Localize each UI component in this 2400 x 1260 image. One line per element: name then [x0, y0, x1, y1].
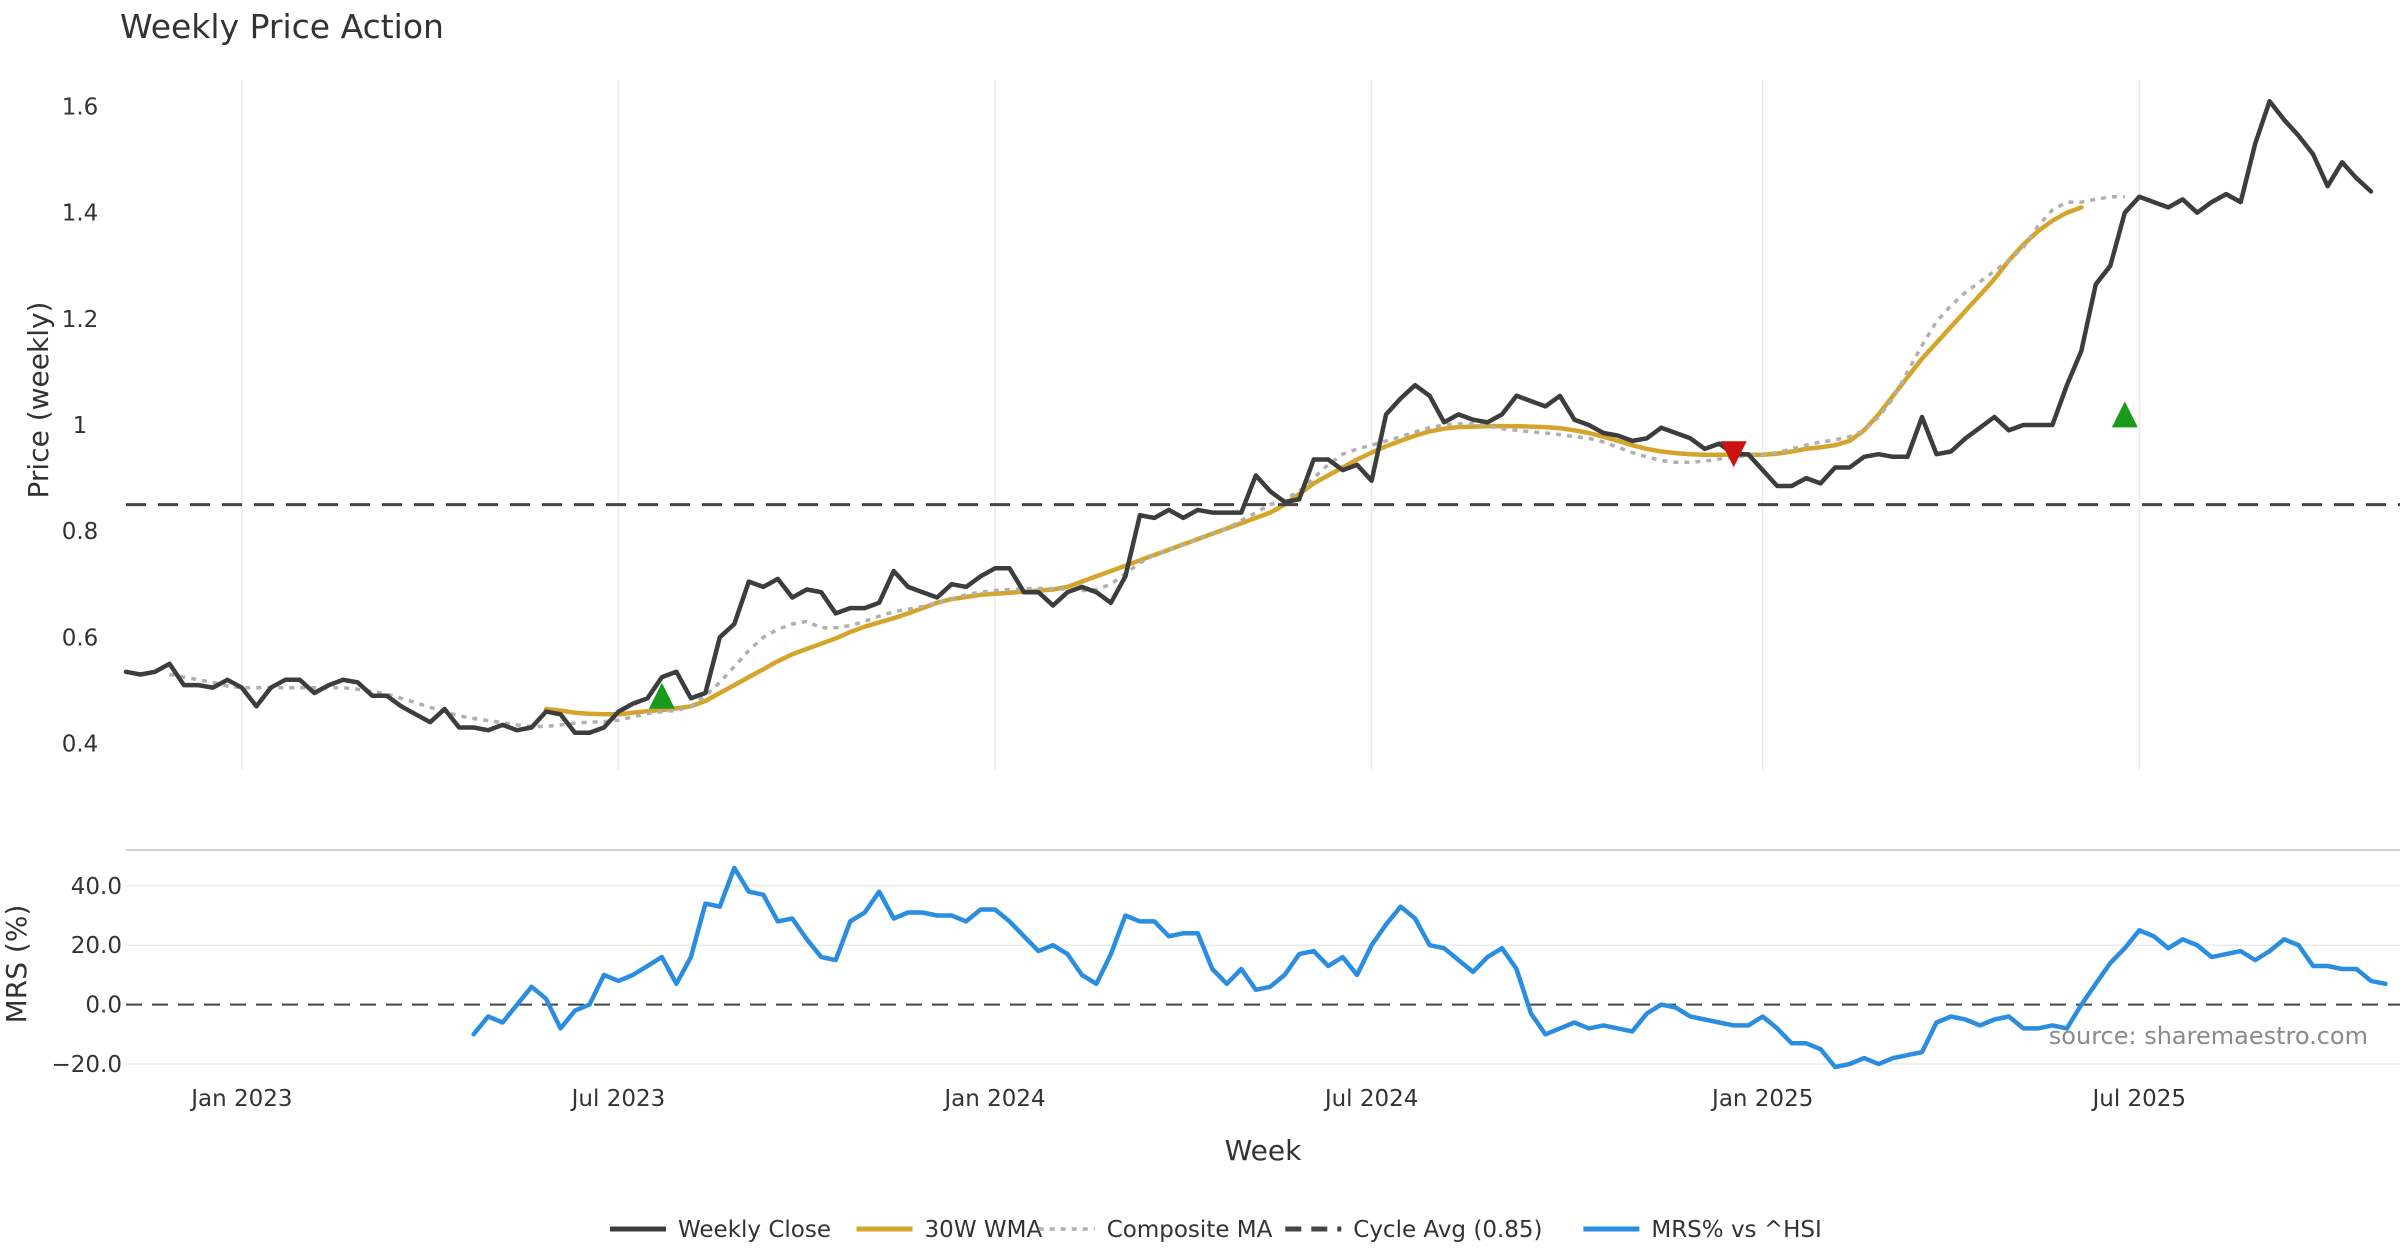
- price-y-tick-label: 1.4: [62, 201, 99, 227]
- x-axis-label: Week: [1225, 1134, 1302, 1167]
- chart-title: Weekly Price Action: [120, 7, 444, 46]
- mrs-y-ticks: −20.0 0.0 20.0 40.0: [52, 874, 122, 1078]
- x-axis-ticks: Jan 2023 Jul 2023 Jan 2024 Jul 2024 Jan 2025…: [189, 1086, 2186, 1112]
- price-grid: [241, 80, 2141, 770]
- price-y-axis-label: Price (weekly): [22, 302, 55, 499]
- buy-signal-marker: [2111, 401, 2138, 428]
- x-tick-label: Jan 2024: [942, 1086, 1045, 1112]
- price-y-tick-label: 0.8: [62, 519, 99, 545]
- legend-label: Cycle Avg (0.85): [1353, 1217, 1542, 1243]
- mrs-y-tick-label: −20.0: [52, 1052, 122, 1078]
- legend: Weekly Close 30W WMA Composite MA Cycle Avg…: [610, 1217, 1822, 1243]
- x-tick-label: Jan 2025: [1710, 1086, 1813, 1112]
- source-annotation: source: sharemaestro.com: [2049, 1022, 2368, 1050]
- mrs-grid: [126, 885, 2400, 1065]
- legend-label: MRS% vs ^HSI: [1651, 1217, 1821, 1243]
- price-y-tick-label: 0.4: [62, 731, 99, 757]
- legend-label: Composite MA: [1107, 1217, 1273, 1243]
- mrs-y-axis-label: MRS (%): [0, 905, 33, 1024]
- mrs-line: [471, 865, 2388, 1070]
- price-y-tick-label: 1.2: [62, 307, 99, 333]
- legend-label: 30W WMA: [925, 1217, 1043, 1243]
- price-markers: [648, 401, 2138, 709]
- composite-ma-line: [169, 195, 2125, 729]
- sell-signal-marker: [1720, 441, 1747, 468]
- mrs-panel: −20.0 0.0 20.0 40.0 MRS (%) source: sharema…: [0, 849, 2400, 1078]
- legend-label: Weekly Close: [678, 1217, 831, 1243]
- mrs-y-tick-label: 40.0: [71, 874, 122, 900]
- x-tick-label: Jul 2023: [570, 1086, 666, 1112]
- price-y-tick-label: 1.6: [62, 95, 99, 121]
- x-tick-label: Jul 2024: [1323, 1086, 1419, 1112]
- mrs-y-tick-label: 0.0: [85, 993, 122, 1019]
- wma-30w-line: [543, 205, 2084, 717]
- price-y-tick-label: 0.6: [62, 625, 99, 651]
- price-lines: [123, 98, 2400, 736]
- buy-signal-marker: [648, 682, 675, 709]
- mrs-lines: [471, 865, 2388, 1070]
- weekly-close-line: [123, 98, 2374, 736]
- price-y-ticks: 0.4 0.6 0.8 1 1.2 1.4 1.6: [62, 95, 99, 758]
- x-tick-label: Jul 2025: [2090, 1086, 2186, 1112]
- price-y-tick-label: 1: [73, 413, 88, 439]
- x-tick-label: Jan 2023: [189, 1086, 292, 1112]
- mrs-y-tick-label: 20.0: [71, 933, 122, 959]
- price-panel: 0.4 0.6 0.8 1 1.2 1.4 1.6 Price (weekly): [22, 80, 2400, 770]
